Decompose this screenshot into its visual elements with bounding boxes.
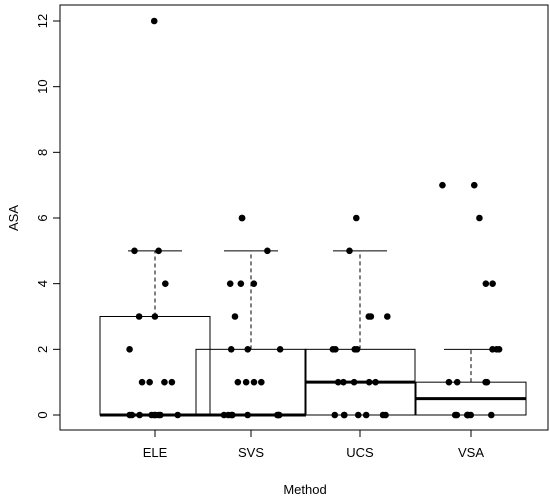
point-UCS-0 bbox=[331, 411, 339, 419]
point-UCS-4 bbox=[354, 411, 362, 419]
point-UCS-10 bbox=[334, 378, 342, 386]
point-ELE-3 bbox=[136, 411, 143, 419]
point-SVS-8 bbox=[242, 378, 250, 386]
point-UCS-11 bbox=[340, 378, 347, 386]
point-UCS-5 bbox=[340, 411, 348, 419]
point-SVS-18 bbox=[226, 280, 234, 287]
point-VSA-6 bbox=[451, 411, 459, 419]
boxes bbox=[99, 250, 527, 417]
point-SVS-5 bbox=[244, 411, 251, 419]
point-VSA-17 bbox=[470, 181, 478, 189]
point-VSA-10 bbox=[483, 378, 491, 386]
point-SVS-7 bbox=[229, 411, 236, 419]
point-VSA-18 bbox=[439, 181, 446, 189]
point-UCS-8 bbox=[372, 378, 379, 386]
data-points bbox=[126, 17, 503, 419]
point-SVS-14 bbox=[244, 346, 252, 353]
point-SVS-19 bbox=[264, 247, 271, 255]
point-UCS-9 bbox=[365, 378, 373, 386]
point-ELE-10 bbox=[138, 378, 146, 386]
y-tick-label-2: 2 bbox=[35, 346, 50, 353]
point-ELE-19 bbox=[150, 17, 158, 25]
point-UCS-6 bbox=[362, 411, 370, 419]
point-ELE-6 bbox=[126, 411, 134, 419]
point-ELE-15 bbox=[135, 313, 143, 320]
point-ELE-14 bbox=[151, 313, 159, 320]
point-SVS-9 bbox=[250, 378, 258, 386]
point-ELE-8 bbox=[157, 411, 164, 419]
y-tick-label-8: 8 bbox=[35, 149, 50, 156]
point-SVS-17 bbox=[237, 280, 245, 287]
point-UCS-17 bbox=[365, 313, 373, 320]
y-axis-label: ASA bbox=[6, 205, 21, 231]
box-ELE bbox=[99, 250, 211, 417]
point-SVS-13 bbox=[276, 346, 284, 353]
point-UCS-18 bbox=[384, 313, 391, 320]
point-ELE-11 bbox=[168, 378, 176, 386]
point-ELE-9 bbox=[146, 378, 153, 386]
y-tick-label-12: 12 bbox=[35, 14, 50, 28]
point-ELE-5 bbox=[152, 411, 159, 419]
y-tick-label-6: 6 bbox=[35, 214, 50, 221]
x-tick-label-UCS: UCS bbox=[346, 445, 374, 460]
point-VSA-4 bbox=[464, 411, 471, 419]
box-UCS bbox=[304, 250, 416, 416]
point-VSA-8 bbox=[445, 378, 453, 386]
point-ELE-7 bbox=[174, 411, 182, 419]
x-tick-label-ELE: ELE bbox=[143, 445, 168, 460]
point-VSA-9 bbox=[453, 378, 461, 386]
x-tick-label-VSA: VSA bbox=[458, 445, 484, 460]
plot-frame bbox=[59, 4, 549, 431]
point-VSA-2 bbox=[488, 411, 495, 419]
point-ELE-16 bbox=[162, 280, 169, 287]
y-tick-label-10: 10 bbox=[35, 79, 50, 93]
box-SVS bbox=[195, 250, 307, 417]
point-UCS-20 bbox=[352, 214, 360, 222]
point-SVS-21 bbox=[238, 214, 246, 222]
point-UCS-19 bbox=[346, 247, 353, 255]
point-SVS-16 bbox=[250, 280, 258, 287]
box-rect-ELE bbox=[99, 316, 211, 416]
point-ELE-12 bbox=[161, 378, 168, 386]
point-UCS-15 bbox=[351, 346, 359, 353]
y-tick-label-4: 4 bbox=[35, 280, 50, 287]
y-tick-label-0: 0 bbox=[35, 411, 50, 418]
point-VSA-15 bbox=[482, 280, 490, 287]
point-SVS-6 bbox=[275, 411, 282, 419]
point-VSA-14 bbox=[489, 280, 496, 287]
point-SVS-15 bbox=[231, 313, 239, 320]
point-ELE-17 bbox=[131, 247, 138, 255]
point-UCS-7 bbox=[350, 378, 358, 386]
point-UCS-3 bbox=[379, 411, 387, 419]
point-VSA-13 bbox=[493, 346, 500, 353]
point-SVS-12 bbox=[227, 346, 235, 353]
point-SVS-10 bbox=[258, 378, 265, 386]
point-UCS-14 bbox=[329, 346, 337, 353]
point-SVS-11 bbox=[234, 378, 242, 386]
box-VSA bbox=[415, 348, 527, 416]
point-VSA-16 bbox=[476, 214, 483, 222]
point-ELE-18 bbox=[155, 247, 162, 255]
x-axis-label: Method bbox=[283, 482, 326, 497]
point-ELE-13 bbox=[126, 346, 133, 353]
x-tick-label-SVS: SVS bbox=[238, 445, 264, 460]
